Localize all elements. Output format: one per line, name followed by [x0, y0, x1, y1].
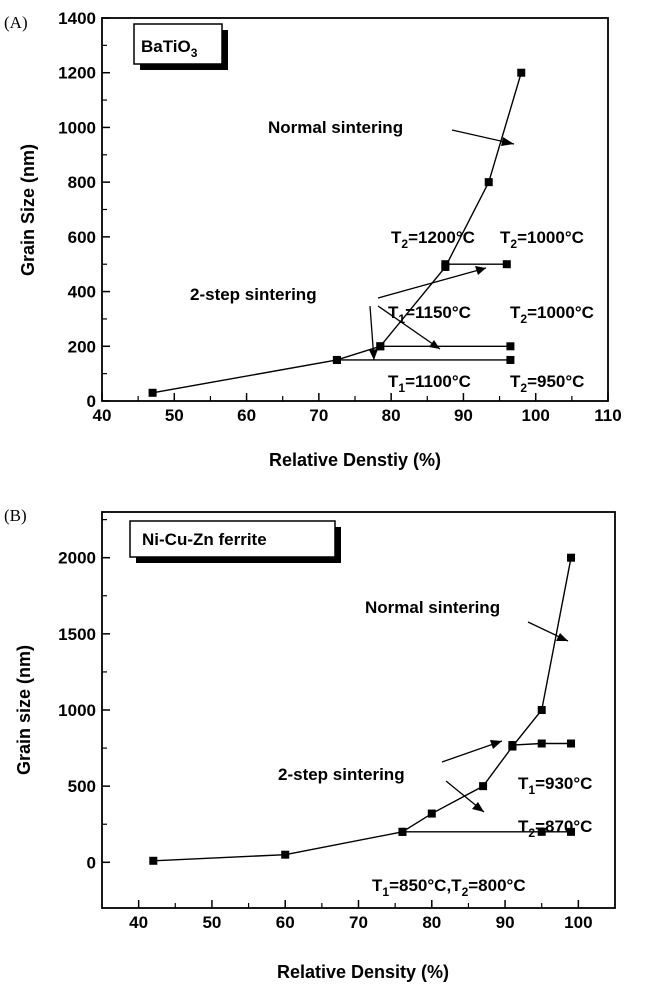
b-data-point: [537, 739, 546, 748]
b-y-tick-label-1000: 1000: [58, 701, 96, 720]
panel-a-label-t2-950: T2=950°C: [510, 372, 584, 395]
b-y-tick-label-1500: 1500: [58, 625, 96, 644]
b-data-point: [149, 856, 158, 865]
b-x-tick-label-50: 50: [202, 913, 221, 932]
panel-b-legend-box: [129, 520, 336, 558]
b-data-point: [537, 827, 546, 836]
a-y-tick-label-800: 800: [68, 173, 96, 192]
a-series-line-0: [152, 72, 522, 394]
panel-b-legend-text: Ni-Cu-Zn ferrite: [142, 530, 267, 549]
b-data-point: [398, 827, 407, 836]
a-x-tick-label-80: 80: [382, 406, 401, 425]
panel-a: (A) BaTiO3 40 50 60 70 80 90 100 110 0 200 400 600…: [4, 9, 622, 470]
a-y-tick-label-200: 200: [68, 337, 96, 356]
b-data-point: [567, 827, 576, 836]
b-x-tick-label-100: 100: [564, 913, 592, 932]
panel-b-x-ticks: 40 50 60 70 80 90 100: [129, 900, 593, 932]
panel-b-label: (B): [4, 506, 27, 525]
b-data-point: [281, 850, 290, 859]
panel-a-two-step-arrowhead-1: [475, 266, 486, 275]
a-x-tick-label-110: 110: [594, 406, 621, 425]
panel-a-points: [148, 68, 526, 397]
b-data-point: [567, 739, 576, 748]
panel-a-label-t2-1200: T2=1200°C: [391, 228, 475, 251]
a-data-point: [376, 342, 385, 351]
panel-b-normal-arrowhead: [556, 633, 568, 641]
b-data-point: [537, 706, 546, 714]
panel-b-label-t1-930: T1=930°C: [518, 774, 592, 797]
b-y-tick-label-500: 500: [68, 777, 96, 796]
panel-b-normal-sintering-label: Normal sintering: [365, 598, 500, 617]
a-x-tick-label-40: 40: [93, 406, 112, 425]
panel-a-two-step-arrow-1: [377, 267, 487, 299]
panel-a-two-step-label: 2-step sintering: [190, 285, 317, 304]
panel-b-two-step-label: 2-step sintering: [278, 765, 405, 784]
panel-a-label-t1-1100: T1=1100°C: [388, 372, 471, 395]
panel-b-label-t2-870: T2=870°C: [518, 817, 592, 840]
panel-b-two-step-arrowhead-2: [472, 802, 484, 812]
b-x-tick-label-90: 90: [496, 913, 515, 932]
panel-a-label-t2-1000-top: T2=1000°C: [500, 228, 584, 251]
panel-a-two-step-arrow-2: [377, 305, 441, 350]
panel-a-normal-arrowhead: [501, 137, 514, 146]
panel-b-y-axis-label: Grain size (nm): [14, 645, 34, 775]
panel-a-x-ticks: 40 50 60 70 80 90 100 110: [93, 393, 622, 425]
a-x-tick-label-50: 50: [165, 406, 184, 425]
b-x-tick-label-60: 60: [276, 913, 295, 932]
a-x-tick-label-60: 60: [237, 406, 256, 425]
b-y-tick-label-2000: 2000: [58, 549, 96, 568]
panel-a-label-t1-1150: T1=1150°C: [388, 303, 471, 326]
a-x-tick-label-90: 90: [454, 406, 473, 425]
b-data-point: [427, 809, 436, 818]
panel-b-series: [153, 557, 572, 862]
b-data-point: [508, 741, 517, 750]
panel-a-legend-text: BaTiO3: [141, 37, 198, 60]
panel-a-legend-box: [133, 23, 223, 65]
a-y-tick-label-1000: 1000: [58, 118, 96, 137]
b-data-point: [479, 782, 488, 791]
a-y-tick-label-1200: 1200: [58, 64, 96, 83]
panel-a-two-step-arrowhead-2: [429, 340, 440, 349]
panel-a-series: [152, 72, 522, 394]
panel-a-x-axis-label: Relative Denstiy (%): [269, 450, 441, 470]
panel-b-label-t1-850-t2-800: T1=850°C,T2=800°C: [372, 876, 526, 899]
b-x-tick-label-80: 80: [422, 913, 441, 932]
a-data-point: [517, 68, 526, 77]
b-x-tick-label-40: 40: [129, 913, 148, 932]
panel-b-points: [149, 553, 576, 865]
b-x-tick-label-70: 70: [349, 913, 368, 932]
a-data-point: [506, 342, 515, 351]
a-y-tick-label-0: 0: [87, 392, 96, 411]
a-x-tick-label-70: 70: [309, 406, 328, 425]
b-y-tick-label-0: 0: [87, 853, 96, 872]
panel-a-y-axis-label: Grain Size (nm): [18, 144, 38, 276]
a-data-point: [484, 178, 493, 187]
a-data-point: [332, 355, 341, 364]
a-data-point: [502, 260, 511, 269]
a-y-tick-label-600: 600: [68, 228, 96, 247]
panel-b-x-axis-label: Relative Density (%): [277, 962, 449, 982]
a-data-point: [148, 388, 157, 397]
panel-a-label: (A): [4, 13, 28, 32]
panel-b-two-step-arrowhead-1: [490, 740, 502, 749]
panel-a-y-ticks: 0 200 400 600 800 1000 1200 1400: [58, 9, 110, 411]
a-x-tick-label-100: 100: [522, 406, 550, 425]
panel-a-label-t2-1000: T2=1000°C: [510, 303, 594, 326]
panel-a-plot-frame: [101, 17, 609, 402]
panel-a-normal-sintering-label: Normal sintering: [268, 118, 403, 137]
a-data-point: [441, 260, 450, 269]
a-y-tick-label-1400: 1400: [58, 9, 96, 28]
b-data-point: [567, 553, 576, 562]
panel-a-two-step-arrowhead-3: [369, 349, 378, 360]
b-series-line-0: [153, 557, 572, 862]
a-y-tick-label-400: 400: [68, 283, 96, 302]
panel-b-y-ticks: 0 500 1000 1500 2000: [58, 519, 110, 872]
panel-b: (B) Ni-Cu-Zn ferrite 40 50 60 70 80 90 100 0 50…: [4, 506, 616, 982]
a-data-point: [506, 355, 515, 364]
